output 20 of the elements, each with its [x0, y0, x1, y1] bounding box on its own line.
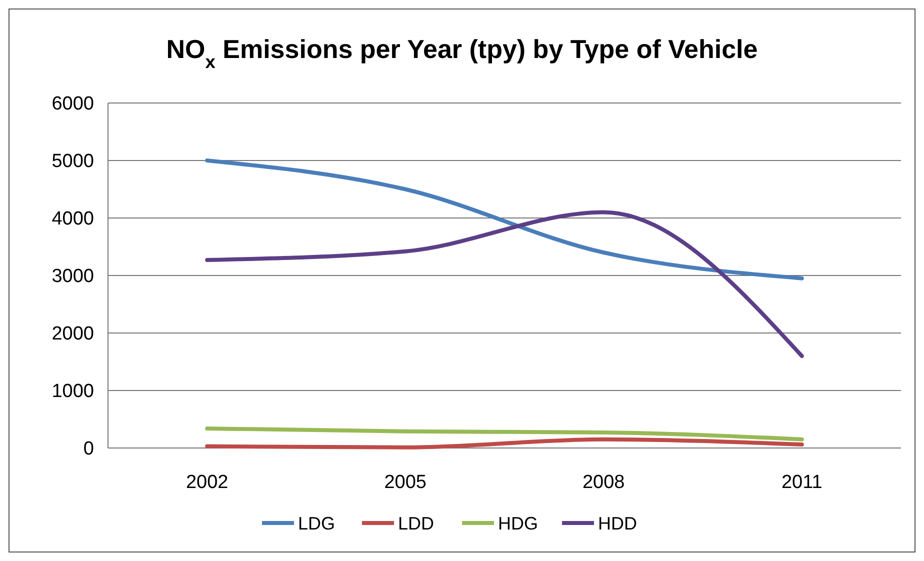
y-tick-label: 6000: [52, 94, 94, 115]
legend-label: LDG: [298, 513, 336, 534]
y-tick-label: 3000: [52, 266, 94, 288]
legend-label: LDD: [398, 513, 434, 534]
y-tick-label: 0: [83, 438, 94, 460]
chart-title: NO$_{x}$ Emissions per Year (tpy) by Type of Vehicle: [166, 34, 758, 72]
legend-label: HDD: [598, 513, 637, 534]
line-series: [205, 210, 804, 358]
line-series: [205, 437, 804, 450]
y-tick-label: 4000: [52, 208, 94, 230]
line-series: [205, 426, 804, 442]
y-tick-label: 5000: [52, 151, 94, 172]
y-tick-label: 1000: [52, 381, 94, 402]
line-series: [205, 158, 804, 280]
x-tick-label: 2005: [384, 472, 427, 493]
y-tick-label: 2000: [52, 324, 94, 345]
legend-label: HDG: [498, 513, 538, 534]
x-tick-label: 2002: [186, 472, 228, 493]
x-tick-label: 2011: [781, 472, 822, 493]
x-tick-label: 2008: [582, 472, 625, 493]
